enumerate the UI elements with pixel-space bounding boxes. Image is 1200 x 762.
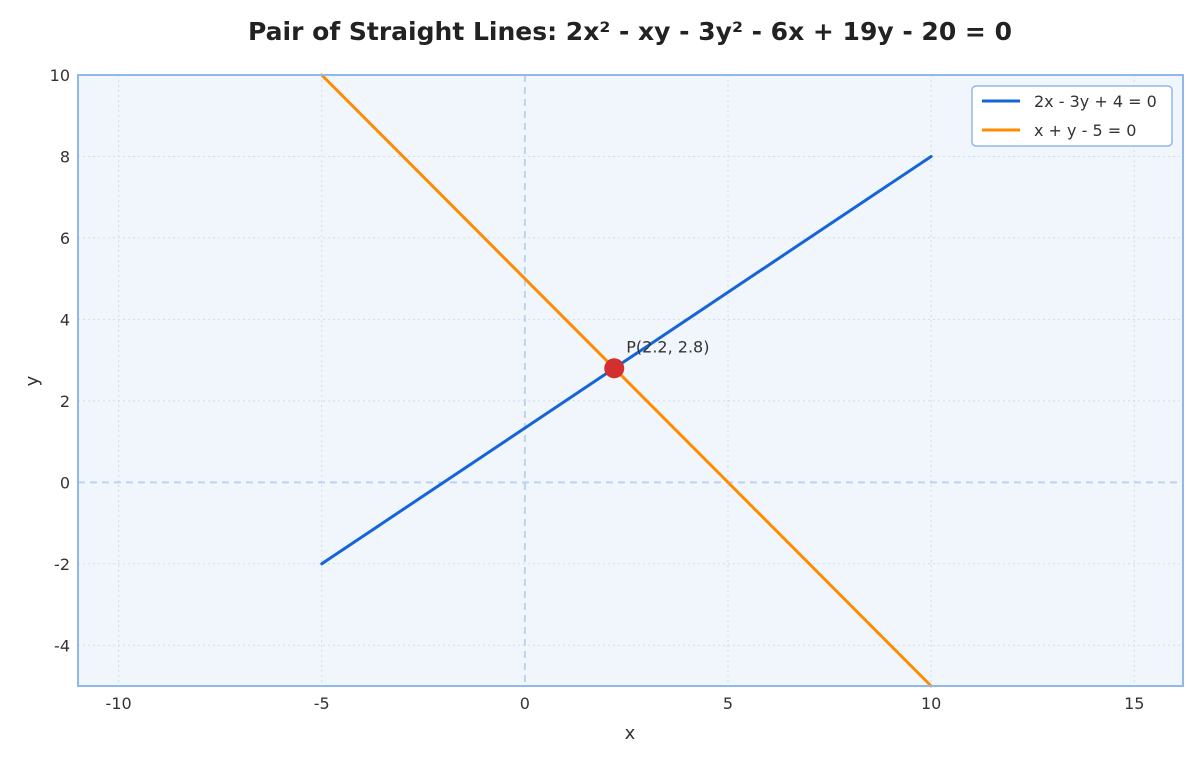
y-tick-label: 2 bbox=[60, 392, 70, 411]
y-tick-label: 0 bbox=[60, 473, 70, 492]
legend-box bbox=[971, 85, 1173, 147]
legend-label-1: 2x - 3y + 4 = 0 bbox=[1034, 92, 1157, 111]
x-axis-label: x bbox=[625, 723, 636, 744]
y-axis-label: y bbox=[22, 375, 43, 386]
chart-title: Pair of Straight Lines: 2x² - xy - 3y² -… bbox=[248, 17, 1012, 46]
x-tick-label: 5 bbox=[723, 694, 733, 713]
y-tick-labels: -4 -2 0 2 4 6 8 10 bbox=[50, 66, 70, 655]
legend: 2x - 3y + 4 = 0 x + y - 5 = 0 bbox=[971, 85, 1173, 147]
y-tick-label: -2 bbox=[54, 555, 70, 574]
x-tick-label: -5 bbox=[314, 694, 330, 713]
y-tick-label: 8 bbox=[60, 147, 70, 166]
y-tick-label: 6 bbox=[60, 229, 70, 248]
plot-frame bbox=[77, 74, 1184, 687]
x-tick-label: 10 bbox=[921, 694, 941, 713]
series-line-2 bbox=[320, 73, 933, 688]
y-tick-label: 10 bbox=[50, 66, 70, 85]
series-lines bbox=[320, 73, 933, 688]
plot-area bbox=[78, 75, 1183, 686]
series-line-1 bbox=[320, 154, 933, 566]
intersection-point-label: P(2.2, 2.8) bbox=[626, 337, 709, 356]
x-tick-label: -10 bbox=[106, 694, 132, 713]
x-tick-labels: -10 -5 0 5 10 15 bbox=[106, 694, 1145, 713]
y-tick-label: -4 bbox=[54, 636, 70, 655]
legend-items: 2x - 3y + 4 = 0 x + y - 5 = 0 bbox=[982, 92, 1157, 140]
y-tick-label: 4 bbox=[60, 310, 70, 329]
intersection-point-marker bbox=[604, 358, 625, 379]
zero-reference-lines bbox=[78, 75, 1183, 686]
legend-label-2: x + y - 5 = 0 bbox=[1034, 121, 1136, 140]
x-tick-label: 0 bbox=[520, 694, 530, 713]
intersection-point-group: P(2.2, 2.8) bbox=[604, 337, 709, 379]
x-tick-label: 15 bbox=[1124, 694, 1144, 713]
